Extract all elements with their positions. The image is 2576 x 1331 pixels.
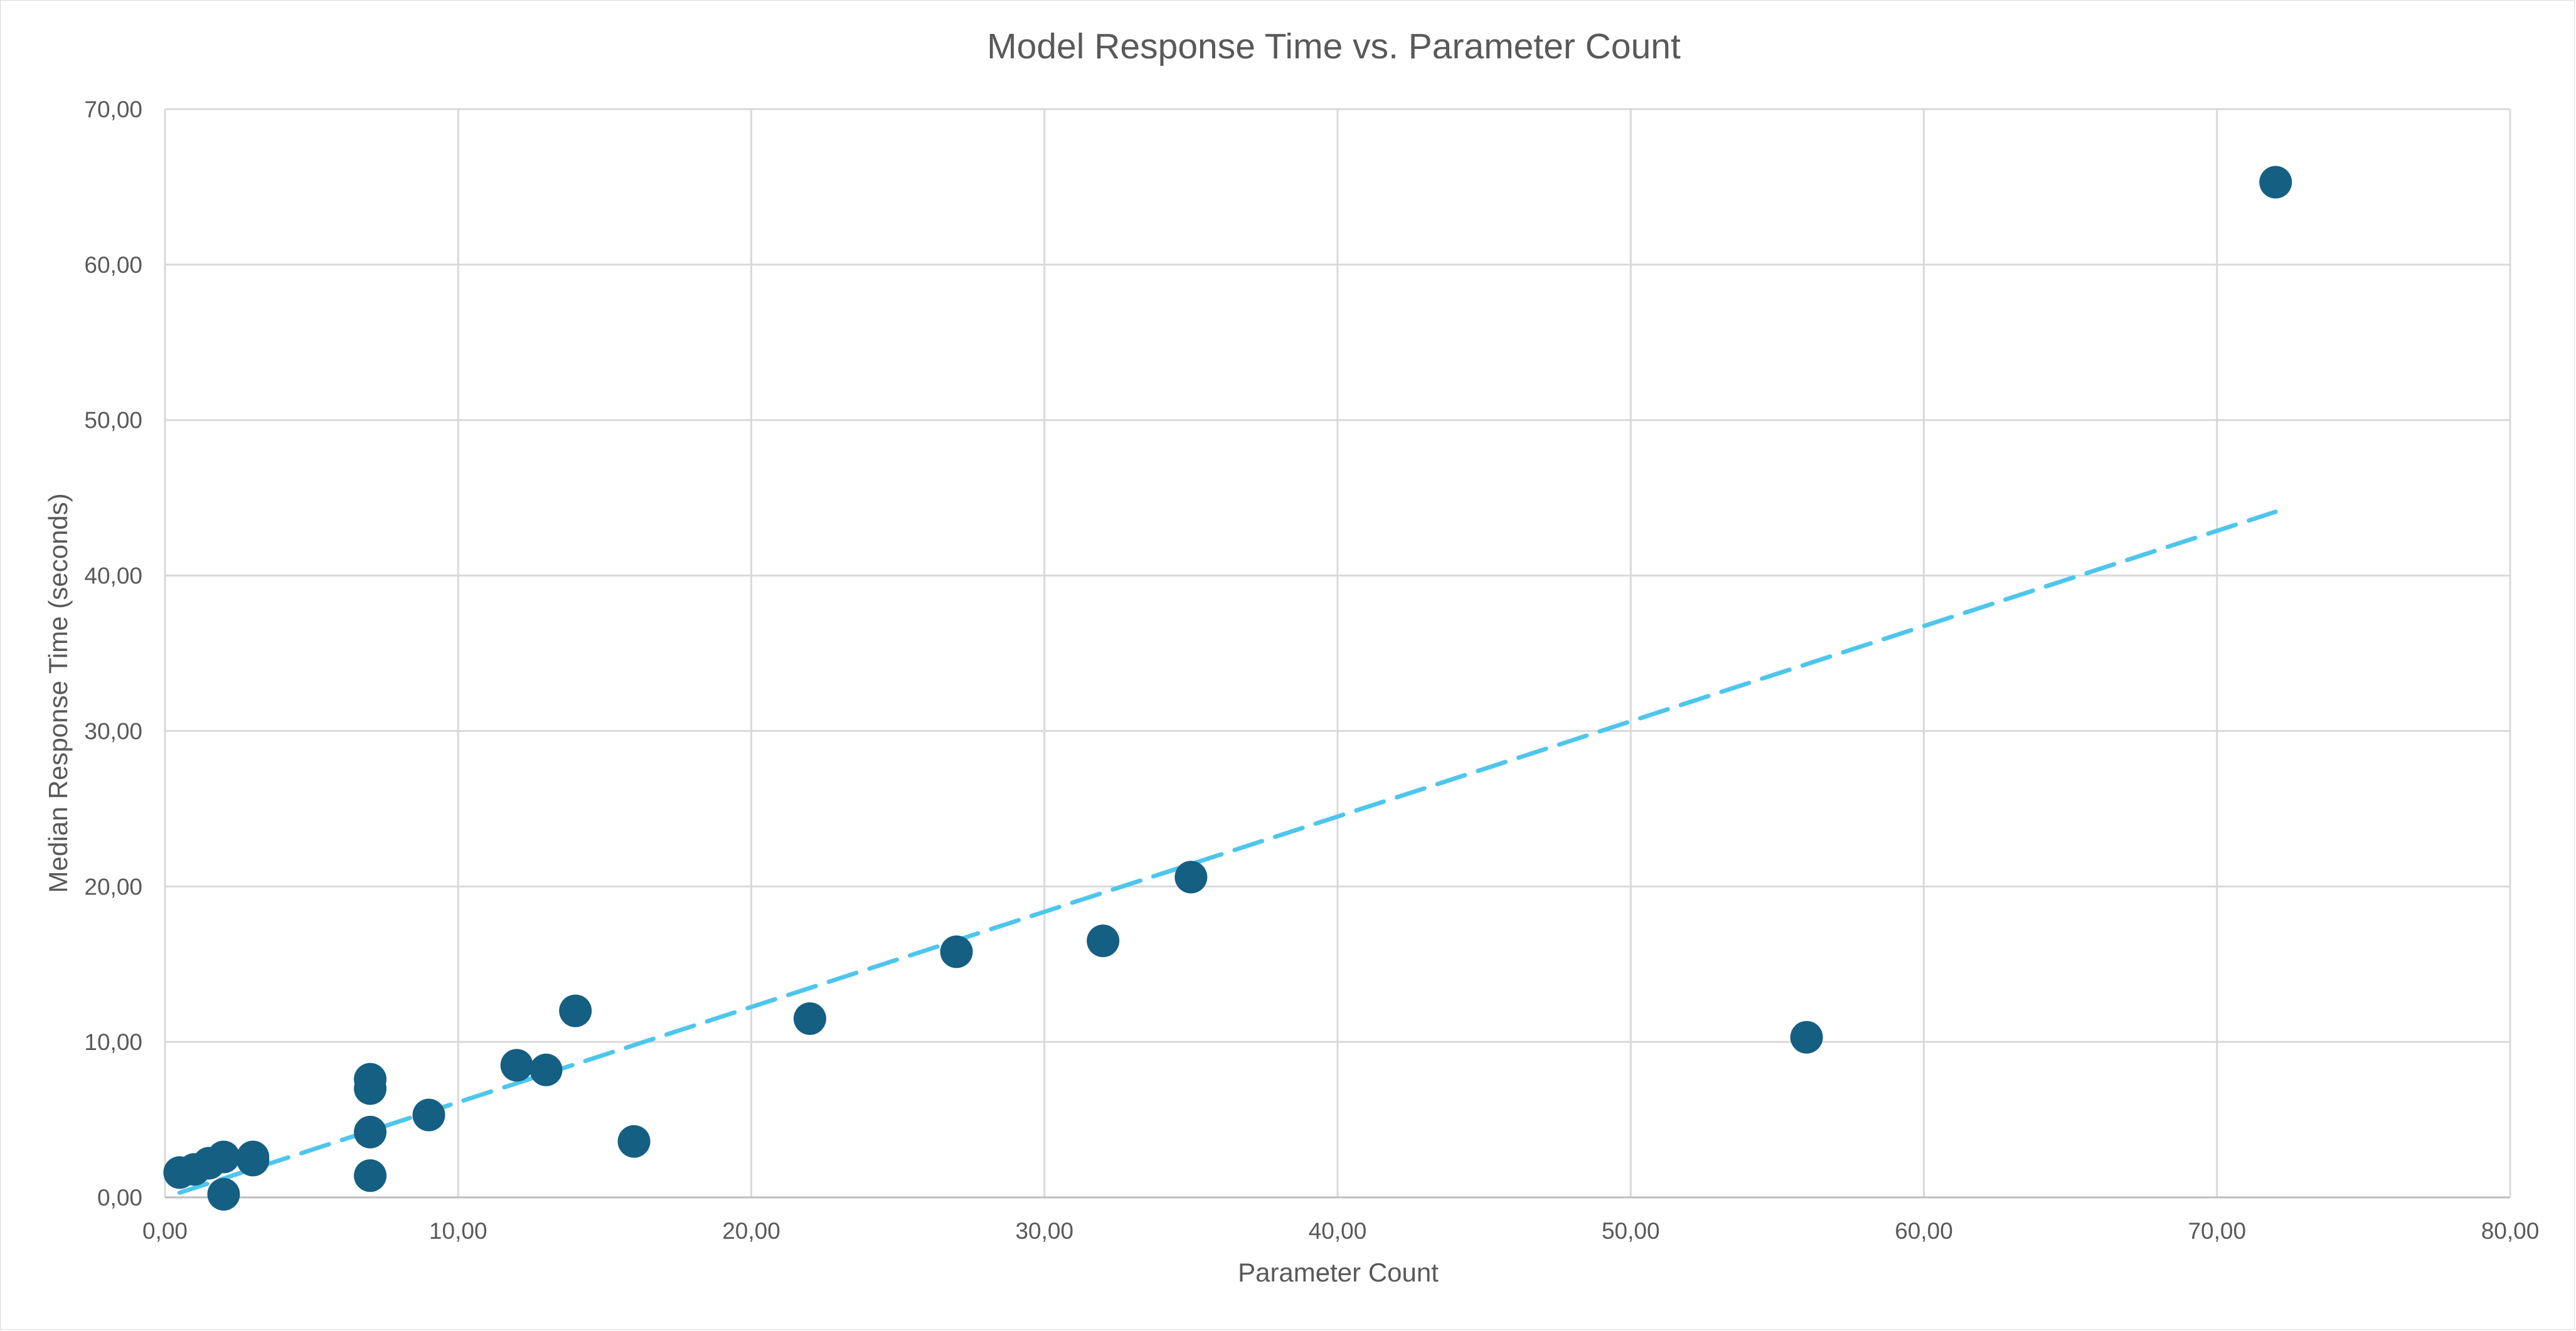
y-tick-label: 0,00 (97, 1185, 142, 1211)
data-point (617, 1125, 651, 1158)
linear-trendline (177, 509, 2278, 1196)
x-tick-label: 20,00 (722, 1218, 780, 1244)
y-axis-title: Median Response Time (seconds) (43, 493, 73, 893)
data-point (207, 1140, 240, 1174)
trendline-group (177, 509, 2278, 1196)
y-tick-label: 30,00 (84, 718, 142, 744)
y-tick-label: 50,00 (84, 408, 142, 433)
chart-title: Model Response Time vs. Parameter Count (987, 26, 1681, 66)
data-point (530, 1053, 563, 1086)
x-axis-tick-labels: 0,00 10,00 20,00 30,00 40,00 50,00 60,00 70,00 8… (142, 1218, 2539, 1244)
x-tick-label: 60,00 (1895, 1218, 1953, 1244)
x-tick-label: 70,00 (2188, 1218, 2246, 1244)
data-point (940, 935, 973, 968)
data-points (163, 166, 2292, 1211)
x-tick-label: 10,00 (429, 1218, 487, 1244)
x-tick-label: 30,00 (1015, 1218, 1073, 1244)
x-axis-title: Parameter Count (1238, 1258, 1439, 1287)
y-tick-label: 60,00 (84, 252, 142, 278)
x-tick-label: 0,00 (142, 1218, 188, 1244)
data-point (559, 994, 592, 1027)
data-point (412, 1098, 445, 1132)
data-point (1087, 925, 1120, 958)
data-point (354, 1115, 387, 1148)
data-point (354, 1159, 387, 1192)
x-tick-label: 50,00 (1602, 1218, 1660, 1244)
data-point (1174, 861, 1208, 894)
y-tick-label: 40,00 (84, 563, 142, 589)
y-tick-label: 70,00 (84, 97, 142, 122)
data-point (2259, 166, 2292, 199)
data-point (500, 1049, 533, 1082)
gridlines (164, 108, 2511, 1199)
x-tick-label: 40,00 (1309, 1218, 1367, 1244)
data-point (237, 1143, 270, 1177)
y-tick-label: 10,00 (84, 1029, 142, 1055)
y-tick-label: 20,00 (84, 874, 142, 899)
data-point (793, 1002, 826, 1035)
x-tick-label: 80,00 (2481, 1218, 2540, 1244)
data-point (207, 1178, 240, 1211)
data-point (354, 1072, 387, 1105)
y-axis-tick-labels: 0,00 10,00 20,00 30,00 40,00 50,00 60,00 70,00 (84, 97, 142, 1211)
data-point (1790, 1021, 1823, 1054)
